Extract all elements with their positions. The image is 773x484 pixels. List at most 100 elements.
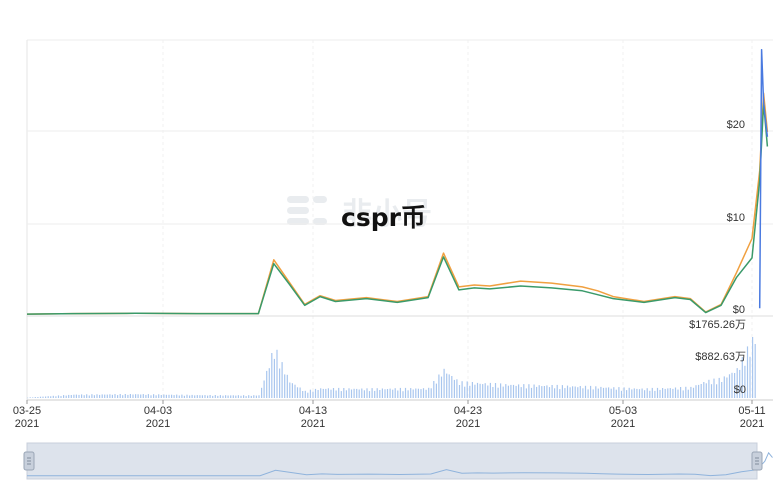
volume-bar xyxy=(492,387,494,398)
volume-bar xyxy=(289,382,291,398)
volume-bar xyxy=(662,388,664,398)
volume-bar xyxy=(384,389,386,398)
volume-bar xyxy=(291,383,293,398)
volume-bar xyxy=(620,390,623,398)
volume-bar xyxy=(633,388,635,398)
volume-bar xyxy=(412,389,414,398)
volume-bar xyxy=(163,394,165,398)
volume-bar xyxy=(631,389,633,398)
volume-bar xyxy=(304,390,306,398)
volume-bar xyxy=(81,394,83,398)
volume-bar xyxy=(669,388,671,398)
price-tick-label: $0 xyxy=(733,304,745,316)
volume-bar xyxy=(99,394,101,398)
navigator-selection[interactable] xyxy=(26,442,758,480)
volume-bar xyxy=(230,395,232,398)
volume-bar xyxy=(50,396,52,398)
price-series-line-2 xyxy=(758,48,769,309)
volume-bar xyxy=(181,394,183,398)
price-lines xyxy=(26,48,769,315)
volume-bar xyxy=(91,394,93,398)
volume-bar xyxy=(554,388,556,398)
volume-bar xyxy=(548,387,551,398)
volume-bar xyxy=(117,395,119,398)
volume-bar xyxy=(579,386,581,398)
volume-bar xyxy=(394,388,396,398)
volume-bar xyxy=(111,394,113,398)
volume-bar xyxy=(713,378,715,398)
volume-axis: $1765.26万 $882.63万 $0 xyxy=(689,319,746,396)
volume-bar xyxy=(543,386,545,398)
volume-bar xyxy=(746,346,749,398)
navigator-right-handle[interactable] xyxy=(751,451,763,471)
volume-bar xyxy=(386,389,389,398)
volume-bar xyxy=(512,384,515,398)
volume-bar xyxy=(392,389,394,398)
volume-bar xyxy=(561,385,563,398)
volume-bar xyxy=(469,385,471,398)
x-tick-year: 2021 xyxy=(740,418,764,430)
volume-bar xyxy=(602,387,605,398)
navigator-left-handle[interactable] xyxy=(23,451,35,471)
volume-bar xyxy=(307,392,309,398)
volume-bar xyxy=(243,395,245,398)
volume-bar xyxy=(165,394,167,398)
volume-bar xyxy=(199,395,201,398)
volume-bar xyxy=(595,386,597,398)
x-tick-label: 04-23 xyxy=(454,405,482,417)
volume-bar xyxy=(343,388,345,398)
volume-bar xyxy=(345,390,347,398)
volume-bar xyxy=(613,387,615,398)
volume-bar xyxy=(497,387,499,398)
volume-bar xyxy=(680,387,682,398)
price-tick-label: $20 xyxy=(727,119,745,131)
volume-bar xyxy=(209,395,211,398)
volume-bar xyxy=(502,386,504,398)
volume-tick-label: $0 xyxy=(734,384,746,396)
volume-bar xyxy=(646,388,648,398)
volume-bar xyxy=(65,395,67,398)
volume-bar xyxy=(78,394,80,398)
volume-bar xyxy=(153,394,155,398)
volume-bar xyxy=(428,387,430,398)
volume-bar xyxy=(70,395,72,398)
navigator-line xyxy=(26,451,773,477)
volume-bar xyxy=(73,394,75,398)
volume-bar xyxy=(505,384,507,398)
volume-bar xyxy=(88,395,90,398)
volume-bar xyxy=(214,395,216,398)
volume-bar xyxy=(749,356,751,398)
volume-bar xyxy=(464,386,466,398)
volume-bar xyxy=(572,386,574,398)
volume-bar xyxy=(114,394,116,398)
volume-bar xyxy=(399,387,401,398)
volume-bar xyxy=(600,386,602,398)
x-tick-label: 05-11 xyxy=(738,405,765,417)
volume-bar xyxy=(605,387,607,398)
volume-bar xyxy=(317,390,319,398)
volume-bar xyxy=(119,394,121,398)
range-navigator[interactable] xyxy=(23,442,773,480)
volume-bar xyxy=(325,388,327,398)
volume-bar xyxy=(348,388,350,398)
volume-bar xyxy=(135,394,137,398)
volume-bar xyxy=(145,394,147,398)
volume-bar xyxy=(569,387,571,398)
volume-bar xyxy=(237,395,239,398)
volume-bar xyxy=(268,368,270,398)
volume-bar xyxy=(582,388,584,398)
volume-bar xyxy=(577,387,579,398)
volume-bar xyxy=(338,387,340,398)
volume-bar xyxy=(402,391,404,398)
volume-bar xyxy=(500,383,502,398)
volume-bar xyxy=(731,372,733,398)
volume-bar xyxy=(173,395,175,398)
volume-bar xyxy=(664,388,666,398)
volume-bar xyxy=(29,397,31,398)
volume-bar xyxy=(155,395,157,398)
volume-bar xyxy=(248,395,250,398)
volume-bar xyxy=(587,389,589,398)
volume-bar xyxy=(410,388,412,398)
volume-bar xyxy=(83,395,85,398)
